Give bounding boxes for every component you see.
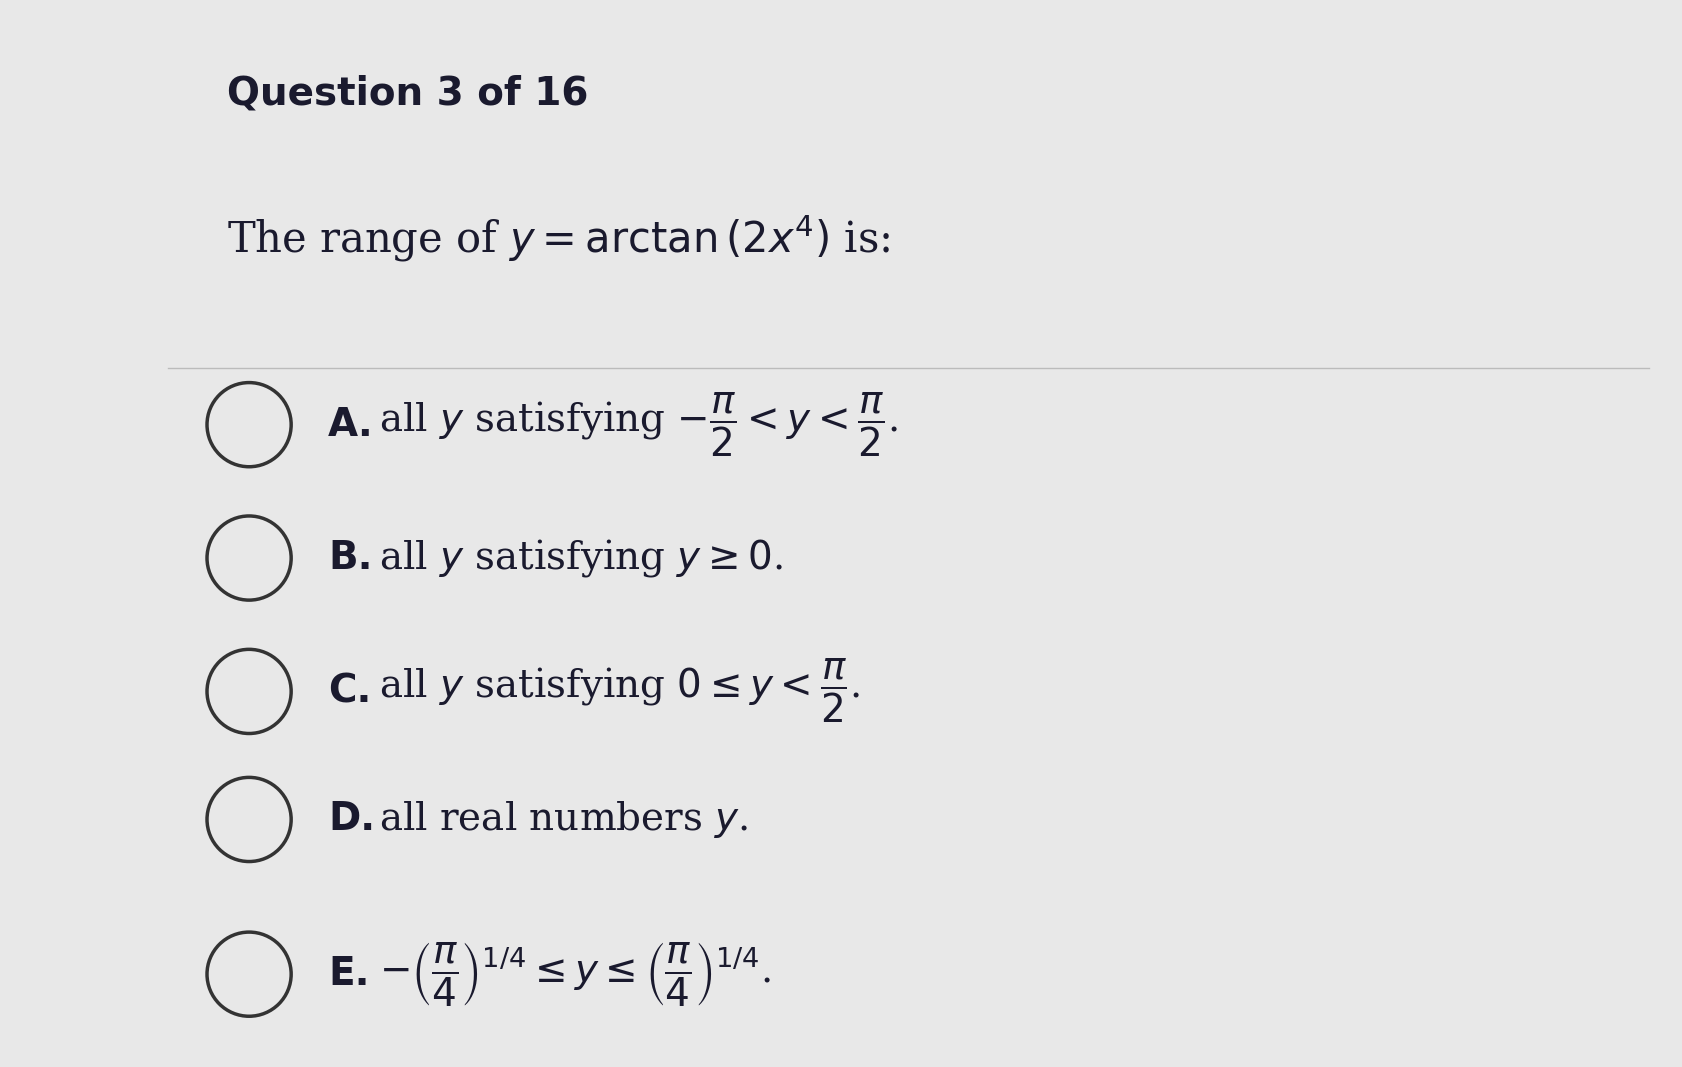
Text: all real numbers $y$.: all real numbers $y$. bbox=[378, 799, 747, 840]
Text: Question 3 of 16: Question 3 of 16 bbox=[227, 75, 589, 113]
Text: A.: A. bbox=[328, 405, 373, 444]
Text: all $y$ satisfying $-\dfrac{\pi}{2} < y < \dfrac{\pi}{2}$.: all $y$ satisfying $-\dfrac{\pi}{2} < y … bbox=[378, 391, 897, 459]
Text: $-\left(\dfrac{\pi}{4}\right)^{1/4} \leq y \leq \left(\dfrac{\pi}{4}\right)^{1/4: $-\left(\dfrac{\pi}{4}\right)^{1/4} \leq… bbox=[378, 940, 770, 1008]
Text: all $y$ satisfying $0 \leq y < \dfrac{\pi}{2}$.: all $y$ satisfying $0 \leq y < \dfrac{\p… bbox=[378, 657, 860, 726]
Text: all $y$ satisfying $y \geq 0$.: all $y$ satisfying $y \geq 0$. bbox=[378, 537, 782, 579]
Text: E.: E. bbox=[328, 955, 370, 993]
Text: B.: B. bbox=[328, 539, 372, 577]
Text: The range of $y = \arctan\left(2x^4\right)$ is:: The range of $y = \arctan\left(2x^4\righ… bbox=[227, 213, 890, 265]
Text: C.: C. bbox=[328, 672, 372, 711]
Text: D.: D. bbox=[328, 800, 375, 839]
